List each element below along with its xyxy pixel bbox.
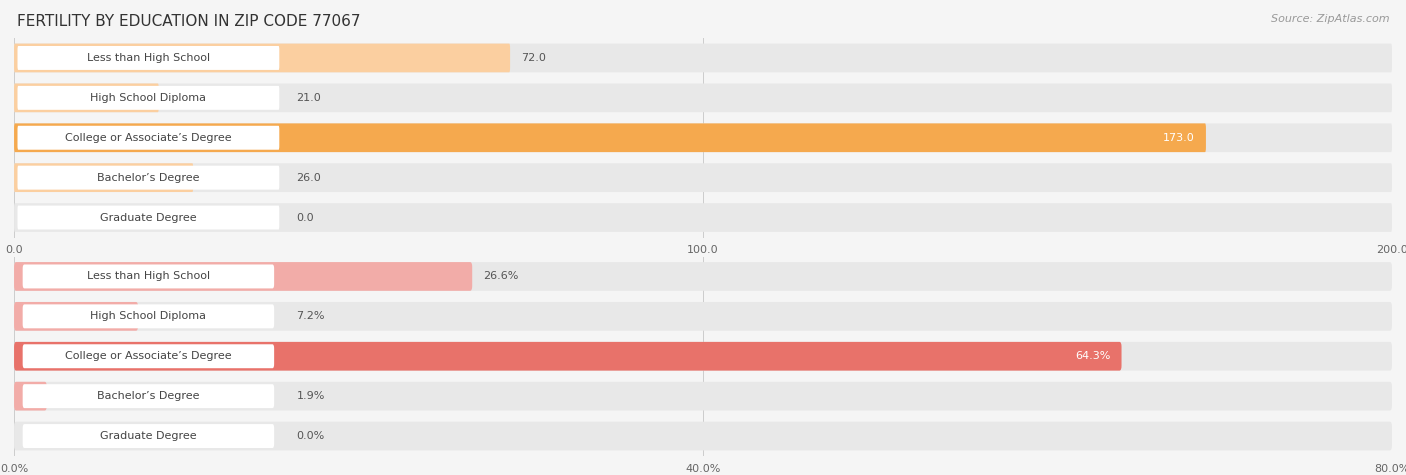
Text: High School Diploma: High School Diploma [90,93,207,103]
Text: 26.0: 26.0 [297,172,322,183]
Text: 173.0: 173.0 [1163,133,1195,143]
FancyBboxPatch shape [14,422,1392,450]
Text: 7.2%: 7.2% [297,311,325,322]
FancyBboxPatch shape [14,262,472,291]
Text: Bachelor’s Degree: Bachelor’s Degree [97,391,200,401]
FancyBboxPatch shape [22,424,274,448]
Text: 0.0: 0.0 [297,212,314,223]
FancyBboxPatch shape [22,265,274,288]
FancyBboxPatch shape [14,124,1206,152]
Text: Source: ZipAtlas.com: Source: ZipAtlas.com [1271,14,1389,24]
Text: Less than High School: Less than High School [87,53,209,63]
Text: 64.3%: 64.3% [1076,351,1111,361]
Text: Bachelor’s Degree: Bachelor’s Degree [97,172,200,183]
Text: College or Associate’s Degree: College or Associate’s Degree [65,133,232,143]
FancyBboxPatch shape [17,206,280,229]
FancyBboxPatch shape [14,262,1392,291]
FancyBboxPatch shape [17,86,280,110]
FancyBboxPatch shape [14,44,1392,72]
FancyBboxPatch shape [14,163,193,192]
FancyBboxPatch shape [14,84,1392,112]
FancyBboxPatch shape [14,124,1392,152]
Text: 26.6%: 26.6% [484,271,519,282]
FancyBboxPatch shape [14,342,1122,370]
FancyBboxPatch shape [14,163,1392,192]
Text: High School Diploma: High School Diploma [90,311,207,322]
FancyBboxPatch shape [17,126,280,150]
FancyBboxPatch shape [14,382,46,410]
Text: College or Associate’s Degree: College or Associate’s Degree [65,351,232,361]
FancyBboxPatch shape [17,46,280,70]
Text: Less than High School: Less than High School [87,271,209,282]
FancyBboxPatch shape [22,384,274,408]
Text: 21.0: 21.0 [297,93,322,103]
FancyBboxPatch shape [14,302,138,331]
Text: 1.9%: 1.9% [297,391,325,401]
FancyBboxPatch shape [14,44,510,72]
Text: 72.0: 72.0 [522,53,546,63]
FancyBboxPatch shape [14,203,1392,232]
FancyBboxPatch shape [14,302,1392,331]
FancyBboxPatch shape [14,342,1392,370]
FancyBboxPatch shape [17,166,280,190]
FancyBboxPatch shape [22,344,274,368]
FancyBboxPatch shape [22,304,274,328]
Text: Graduate Degree: Graduate Degree [100,431,197,441]
Text: FERTILITY BY EDUCATION IN ZIP CODE 77067: FERTILITY BY EDUCATION IN ZIP CODE 77067 [17,14,360,29]
FancyBboxPatch shape [14,84,159,112]
Text: Graduate Degree: Graduate Degree [100,212,197,223]
FancyBboxPatch shape [14,382,1392,410]
Text: 0.0%: 0.0% [297,431,325,441]
